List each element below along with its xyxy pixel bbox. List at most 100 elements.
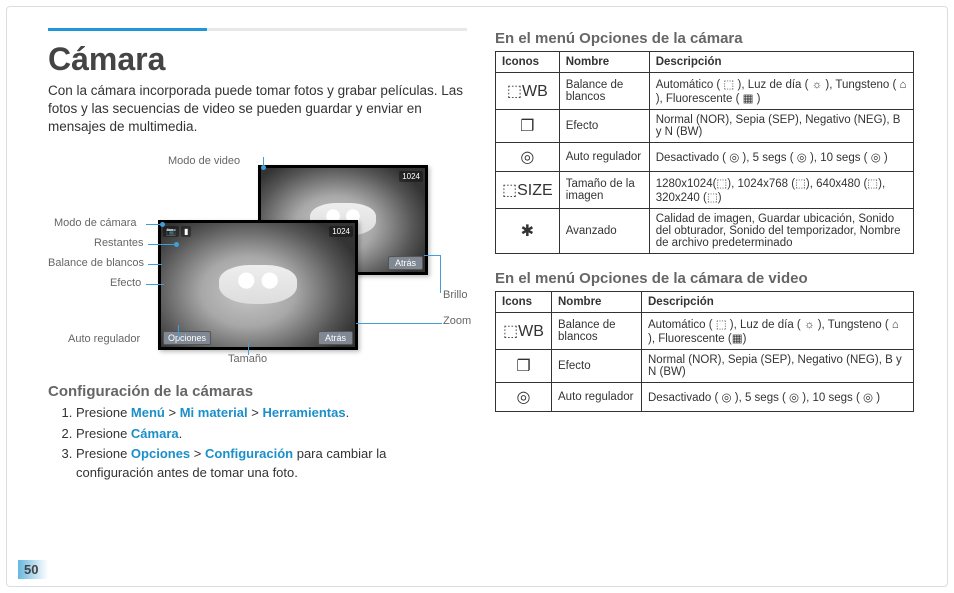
camera-mode-icon: 📷	[163, 226, 179, 237]
table-header-row: Icons Nombre Descripción	[496, 292, 914, 313]
option-icon: ❐	[496, 110, 560, 143]
t: Presione	[76, 446, 131, 461]
th-desc: Descripción	[642, 292, 914, 313]
lead-dot	[261, 165, 266, 170]
option-name: Auto regulador	[552, 383, 642, 412]
photo-preview-screen: 📷 ▮ 1024 Opciones Atrás	[158, 220, 358, 350]
option-icon: ◎	[496, 143, 560, 172]
option-desc: Calidad de imagen, Guardar ubicación, So…	[649, 209, 913, 254]
option-desc: Normal (NOR), Sepia (SEP), Negativo (NEG…	[642, 350, 914, 383]
lead	[146, 224, 160, 225]
option-name: Tamaño de la imagen	[559, 172, 649, 209]
config-step-1: Presione Menú > Mi material > Herramient…	[76, 404, 467, 423]
th-nombre: Nombre	[552, 292, 642, 313]
right-column: En el menú Opciones de la cámara Iconos …	[495, 28, 914, 573]
option-icon: ⬚SIZE	[496, 172, 560, 209]
callout-efecto: Efecto	[110, 277, 141, 289]
video-menu-heading: En el menú Opciones de la cámara de vide…	[495, 270, 914, 287]
table-row: ✱AvanzadoCalidad de imagen, Guardar ubic…	[496, 209, 914, 254]
lead-dot	[174, 242, 179, 247]
lead	[263, 157, 264, 165]
option-name: Efecto	[559, 110, 649, 143]
option-name: Balance de blancos	[559, 73, 649, 110]
atras-button-back[interactable]: Atrás	[388, 256, 423, 270]
option-desc: Normal (NOR), Sepia (SEP), Negativo (NEG…	[649, 110, 913, 143]
option-icon: ◎	[496, 383, 552, 412]
lead	[248, 343, 249, 355]
table-row: ⬚WBBalance de blancosAutomático ( ⬚ ), L…	[496, 73, 914, 110]
kw-mimaterial: Mi material	[180, 405, 248, 420]
lead	[146, 284, 164, 285]
kw-config: Configuración	[205, 446, 293, 461]
th-iconos: Iconos	[496, 52, 560, 73]
intro-text: Con la cámara incorporada puede tomar fo…	[48, 82, 467, 137]
th-desc: Descripción	[649, 52, 913, 73]
lead	[440, 255, 441, 293]
t: >	[165, 405, 180, 420]
table-row: ◎Auto reguladorDesactivado ( ◎ ), 5 segs…	[496, 383, 914, 412]
callout-modo-video: Modo de video	[168, 155, 240, 167]
kw-opciones: Opciones	[131, 446, 190, 461]
t: .	[346, 405, 350, 420]
callout-brillo: Brillo	[443, 289, 467, 301]
lead	[356, 323, 442, 324]
left-column: Cámara Con la cámara incorporada puede t…	[48, 28, 467, 573]
th-iconos: Icons	[496, 292, 552, 313]
config-heading: Configuración de la cámaras	[48, 383, 467, 400]
option-name: Auto regulador	[559, 143, 649, 172]
page-number: 50	[18, 560, 48, 579]
t: Presione	[76, 426, 131, 441]
remaining-icon: ▮	[181, 226, 191, 237]
option-name: Balance de blancos	[552, 313, 642, 350]
kw-menu: Menú	[131, 405, 165, 420]
table-header-row: Iconos Nombre Descripción	[496, 52, 914, 73]
table-row: ❐EfectoNormal (NOR), Sepia (SEP), Negati…	[496, 110, 914, 143]
camera-options-table: Iconos Nombre Descripción ⬚WBBalance de …	[495, 51, 914, 254]
page-title: Cámara	[48, 41, 467, 78]
option-icon: ✱	[496, 209, 560, 254]
option-name: Avanzado	[559, 209, 649, 254]
video-options-table: Icons Nombre Descripción ⬚WBBalance de b…	[495, 291, 914, 412]
lead	[148, 244, 174, 245]
option-desc: Automático ( ⬚ ), Luz de día ( ☼ ), Tung…	[642, 313, 914, 350]
camera-menu-heading: En el menú Opciones de la cámara	[495, 30, 914, 47]
config-step-2: Presione Cámara.	[76, 425, 467, 444]
lead	[424, 255, 440, 256]
option-desc: Automático ( ⬚ ), Luz de día ( ☼ ), Tung…	[649, 73, 913, 110]
option-desc: Desactivado ( ◎ ), 5 segs ( ◎ ), 10 segs…	[649, 143, 913, 172]
callout-zoom: Zoom	[443, 315, 471, 327]
lead-dot	[160, 222, 165, 227]
option-icon: ❐	[496, 350, 552, 383]
lead	[178, 325, 179, 339]
table-row: ◎Auto reguladorDesactivado ( ◎ ), 5 segs…	[496, 143, 914, 172]
callout-balance: Balance de blancos	[48, 257, 144, 269]
callout-modo-camara: Modo de cámara	[54, 217, 137, 229]
res-chip-front: 1024	[329, 226, 353, 237]
option-name: Efecto	[552, 350, 642, 383]
accent-rule	[48, 28, 467, 31]
front-screen-bottombar: Opciones Atrás	[163, 329, 353, 345]
option-desc: 1280x1024(⬚), 1024x768 (⬚), 640x480 (⬚),…	[649, 172, 913, 209]
t: >	[190, 446, 205, 461]
table-row: ⬚SIZETamaño de la imagen1280x1024(⬚), 10…	[496, 172, 914, 209]
atras-button-front[interactable]: Atrás	[318, 331, 353, 345]
callout-restantes: Restantes	[94, 237, 144, 249]
option-icon: ⬚WB	[496, 73, 560, 110]
th-nombre: Nombre	[559, 52, 649, 73]
front-screen-topbar: 📷 ▮ 1024	[163, 225, 353, 239]
option-icon: ⬚WB	[496, 313, 552, 350]
table-row: ⬚WBBalance de blancosAutomático ( ⬚ ), L…	[496, 313, 914, 350]
config-step-3: Presione Opciones > Configuración para c…	[76, 445, 467, 483]
config-steps: Presione Menú > Mi material > Herramient…	[48, 404, 467, 483]
res-chip-back: 1024	[399, 171, 423, 182]
page-body: Cámara Con la cámara incorporada puede t…	[0, 0, 954, 593]
kw-herramientas: Herramientas	[262, 405, 345, 420]
t: >	[248, 405, 263, 420]
back-screen-topbar: 1024	[263, 170, 423, 184]
table-row: ❐EfectoNormal (NOR), Sepia (SEP), Negati…	[496, 350, 914, 383]
kw-camara: Cámara	[131, 426, 179, 441]
opciones-button[interactable]: Opciones	[163, 331, 211, 345]
t: Presione	[76, 405, 131, 420]
lead	[148, 264, 162, 265]
callout-autoreg: Auto regulador	[68, 333, 140, 345]
